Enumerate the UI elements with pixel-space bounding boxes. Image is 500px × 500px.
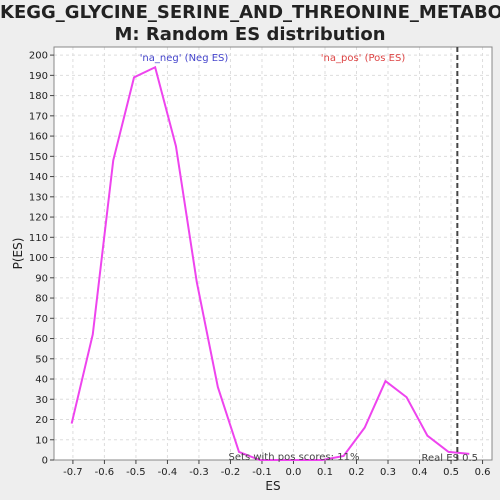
sets-with-pos-scores-label: Sets with pos scores: 11% <box>229 452 360 463</box>
x-tick-label: -0.5 <box>126 467 146 478</box>
y-tick-label: 20 <box>35 415 48 426</box>
y-tick-label: 160 <box>29 132 48 143</box>
real-es-label: Real ES 0.5 <box>422 453 478 464</box>
y-tick-label: 50 <box>35 354 48 365</box>
y-axis-title: P(ES) <box>11 238 25 270</box>
y-tick-label: 110 <box>29 233 48 244</box>
chart-title-line1: KEGG_GLYCINE_SERINE_AND_THREONINE_METABO… <box>0 2 500 23</box>
x-tick-label: -0.2 <box>221 467 241 478</box>
y-axis-ticks: 0 10 20 30 40 50 60 70 80 90 100 110 120 130 140 150 160… <box>29 51 54 467</box>
y-tick-label: 200 <box>29 51 48 62</box>
chart-title-line2: M: Random ES distribution <box>114 24 386 45</box>
x-axis-title: ES <box>265 479 280 493</box>
neg-es-label: 'na_neg' (Neg ES) <box>140 53 229 64</box>
x-tick-label: -0.4 <box>158 467 178 478</box>
y-tick-label: 60 <box>35 334 48 345</box>
y-tick-label: 150 <box>29 152 48 163</box>
y-tick-label: 10 <box>35 435 48 446</box>
y-tick-label: 30 <box>35 395 48 406</box>
x-tick-label: -0.6 <box>95 467 115 478</box>
x-axis-ticks: -0.7 -0.6 -0.5 -0.4 -0.3 -0.2 -0.1 0.0 0.1 0.2 0.3… <box>63 460 490 478</box>
x-tick-label: -0.3 <box>189 467 209 478</box>
plot-area <box>54 47 492 460</box>
pos-es-label: 'na_pos' (Pos ES) <box>321 53 406 64</box>
x-tick-label: 0.3 <box>380 467 396 478</box>
x-tick-label: 0.2 <box>349 467 365 478</box>
random-es-curve <box>70 65 470 461</box>
y-tick-label: 90 <box>35 273 48 284</box>
y-tick-label: 170 <box>29 111 48 122</box>
y-tick-label: 40 <box>35 375 48 386</box>
y-tick-label: 100 <box>29 253 48 264</box>
x-tick-label: 0.4 <box>412 467 428 478</box>
x-tick-label: 0.1 <box>317 467 333 478</box>
y-tick-label: 180 <box>29 91 48 102</box>
y-tick-label: 140 <box>29 172 48 183</box>
y-tick-label: 0 <box>42 456 48 467</box>
x-tick-label: -0.1 <box>252 467 272 478</box>
y-tick-label: 130 <box>29 192 48 203</box>
x-tick-label: -0.7 <box>63 467 83 478</box>
y-tick-label: 70 <box>35 314 48 325</box>
y-tick-label: 120 <box>29 213 48 224</box>
y-tick-label: 80 <box>35 294 48 305</box>
x-tick-label: 0.0 <box>286 467 302 478</box>
y-tick-label: 190 <box>29 71 48 82</box>
x-tick-label: 0.5 <box>443 467 459 478</box>
x-tick-label: 0.6 <box>475 467 491 478</box>
